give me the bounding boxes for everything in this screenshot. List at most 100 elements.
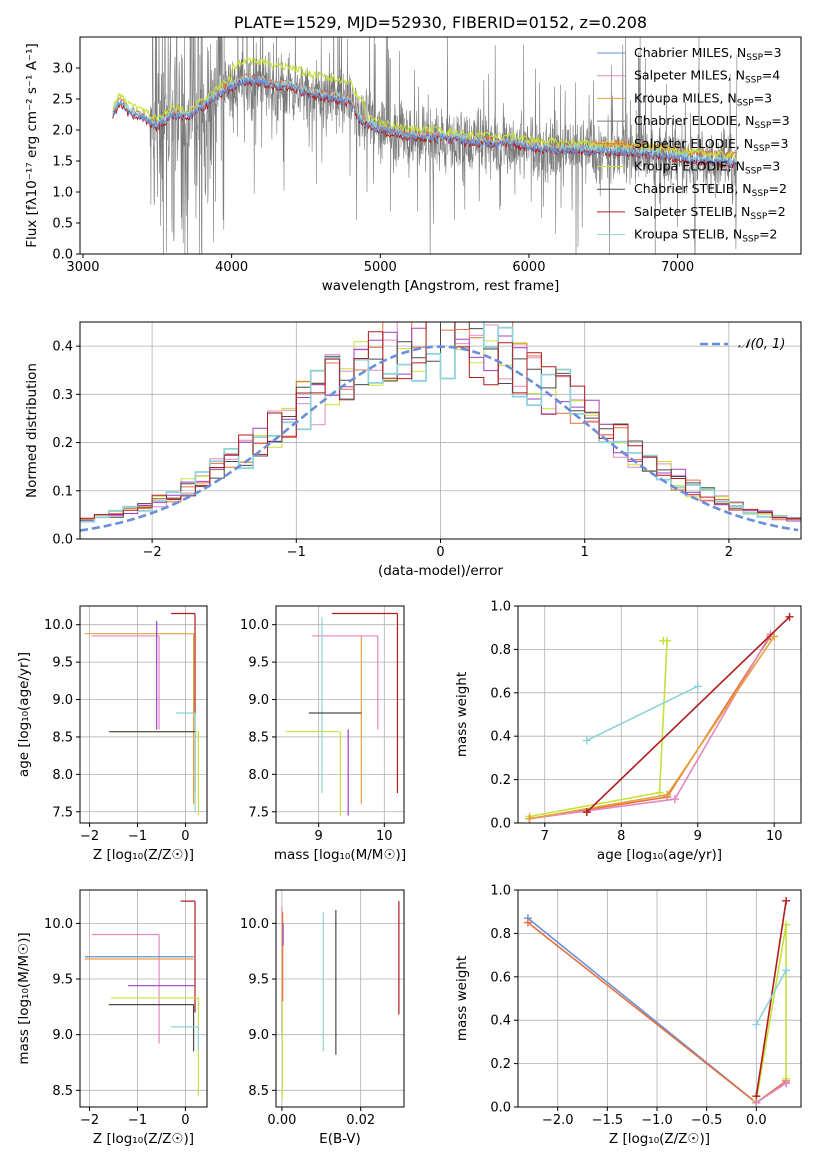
plot-area bbox=[84, 900, 199, 1096]
histogram-salpeter-stelib bbox=[80, 322, 801, 519]
y-tick-label: 0.8 bbox=[490, 643, 511, 658]
x-axis-label: E(B-V) bbox=[319, 1131, 361, 1147]
y-tick-label: 8.5 bbox=[248, 730, 269, 745]
legend-entry: Kroupa STELIB, NSSP=2 bbox=[634, 227, 778, 245]
y-tick-label: 9.0 bbox=[248, 1028, 269, 1043]
y-tick-label: 2.5 bbox=[52, 93, 73, 108]
plot-area bbox=[281, 901, 400, 1099]
weight-line-kroupa-elodie bbox=[529, 639, 668, 818]
axes-frame bbox=[79, 36, 802, 255]
y-tick-label: 8.5 bbox=[248, 1084, 269, 1099]
y-tick-label: 1.0 bbox=[490, 600, 511, 615]
weight-line-kroupa-elodie bbox=[755, 924, 787, 1101]
chart-weight_vs_age: 7 8 9 10 0.0 0.2 0.4 0.6 0.8 1.0 age [log₁₀(age/yr… bbox=[454, 600, 802, 863]
weight-point-marker bbox=[655, 788, 664, 797]
y-axis-label: Flux [fλ10⁻¹⁷ erg cm⁻² s⁻¹ A⁻¹] bbox=[24, 43, 40, 248]
weight-line-kroupa-miles bbox=[529, 635, 775, 820]
weight-point-marker bbox=[782, 920, 791, 929]
x-tick-label: 8 bbox=[617, 829, 625, 844]
y-tick-label: 0.0 bbox=[490, 1101, 511, 1116]
axes-frame bbox=[275, 889, 405, 1108]
x-axis-label: Z [log₁₀(Z/Z☉)] bbox=[93, 1131, 194, 1147]
chart-title: PLATE=1529, MJD=52930, FIBERID=0152, z=0… bbox=[234, 13, 647, 32]
x-tick-label: −1.0 bbox=[641, 1113, 673, 1128]
x-tick-label: −2.0 bbox=[542, 1113, 574, 1128]
y-tick-label: 0.0 bbox=[52, 533, 73, 548]
weight-point-marker bbox=[752, 1098, 761, 1107]
model-spectrum-chabrier-miles bbox=[112, 75, 738, 169]
y-tick-label: 9.0 bbox=[52, 1028, 73, 1043]
x-tick-label: 9 bbox=[315, 829, 323, 844]
x-tick-label: 0 bbox=[436, 545, 444, 560]
x-tick-label: 0.00 bbox=[267, 1113, 296, 1128]
weight-point-marker bbox=[782, 896, 791, 905]
x-axis-label: Z [log₁₀(Z/Z☉)] bbox=[609, 1131, 710, 1147]
plot-area bbox=[84, 612, 199, 816]
chart-age_vs_Z: −2 −1 0 7.5 8.0 8.5 9.0 9.5 10.0 Z [log₁₀(Z/Z☉)] a… bbox=[16, 605, 208, 863]
weight-point-marker bbox=[785, 612, 794, 621]
weight-line-salpeter-miles bbox=[529, 633, 772, 820]
x-tick-label: 6000 bbox=[512, 260, 545, 275]
axes-frame bbox=[79, 889, 208, 1108]
y-axis-label: Normed distribution bbox=[24, 363, 40, 498]
chart-mass_vs_EBV: 0.00 0.02 8.5 9.0 9.5 10.0 E(B-V) bbox=[240, 889, 405, 1147]
y-tick-label: 3.0 bbox=[52, 62, 73, 77]
plot-area bbox=[523, 896, 791, 1107]
weight-line-salpeter-miles bbox=[755, 1082, 787, 1104]
y-tick-label: 8.5 bbox=[52, 730, 73, 745]
x-tick-label: 2 bbox=[725, 545, 733, 560]
y-tick-label: 10.0 bbox=[44, 618, 73, 633]
weight-point-marker bbox=[525, 814, 534, 823]
chart-age_vs_mass: 9 10 7.5 8.0 8.5 9.0 9.5 10.0 mass [log₁₀(M/M☉)] bbox=[240, 605, 406, 863]
x-tick-label: −1.5 bbox=[592, 1113, 624, 1128]
y-tick-label: 9.5 bbox=[248, 973, 269, 988]
x-tick-label: 10 bbox=[766, 829, 783, 844]
histogram-kroupa-stelib bbox=[80, 322, 801, 523]
chart-spectrum: PLATE=1529, MJD=52930, FIBERID=0152, z=0… bbox=[24, 13, 802, 294]
y-tick-label: 0.2 bbox=[52, 436, 73, 451]
histogram-chabrier-stelib bbox=[80, 322, 801, 522]
x-axis-label: (data-model)/error bbox=[378, 563, 504, 579]
y-tick-label: 8.0 bbox=[248, 768, 269, 783]
y-tick-label: 1.0 bbox=[490, 884, 511, 899]
weight-line-salpeter-elodie bbox=[529, 635, 772, 820]
y-tick-label: 0.4 bbox=[490, 730, 511, 745]
y-tick-label: 0.2 bbox=[490, 1057, 511, 1072]
y-axis-label: mass [log₁₀(M/M☉)] bbox=[16, 932, 32, 1064]
y-tick-label: 8.5 bbox=[52, 1084, 73, 1099]
legend-entry: Salpeter MILES, NSSP=4 bbox=[634, 68, 780, 86]
weight-point-marker bbox=[752, 1020, 761, 1029]
weight-point-marker bbox=[523, 918, 532, 927]
x-tick-label: 7000 bbox=[661, 260, 694, 275]
x-tick-label: 10 bbox=[376, 829, 393, 844]
y-tick-label: 2.0 bbox=[52, 124, 73, 139]
x-tick-label: 4000 bbox=[215, 260, 248, 275]
x-tick-label: 0.0 bbox=[746, 1113, 767, 1128]
chart-weight_vs_Z: −2.0 −1.5 −1.0 −0.5 0.0 0.0 0.2 0.4 0.6 0.8 1.0 Z [… bbox=[454, 884, 802, 1147]
x-axis-label: Z [log₁₀(Z/Z☉)] bbox=[93, 847, 194, 863]
y-tick-label: 1.5 bbox=[52, 155, 73, 170]
x-tick-label: −1 bbox=[128, 829, 147, 844]
y-tick-label: 10.0 bbox=[240, 917, 269, 932]
y-tick-label: 10.0 bbox=[44, 917, 73, 932]
axes-frame bbox=[517, 605, 802, 824]
y-tick-label: 0.4 bbox=[490, 1014, 511, 1029]
x-axis-label: mass [log₁₀(M/M☉)] bbox=[274, 847, 406, 863]
x-tick-label: 1 bbox=[581, 545, 589, 560]
x-tick-label: 9 bbox=[694, 829, 702, 844]
weight-point-marker bbox=[659, 636, 668, 645]
weight-point-marker bbox=[670, 795, 679, 804]
y-axis-label: mass weight bbox=[454, 956, 470, 1041]
y-tick-label: 0.4 bbox=[52, 340, 73, 355]
x-tick-label: −2 bbox=[80, 829, 99, 844]
x-axis-label: wavelength [Angstrom, rest frame] bbox=[322, 278, 560, 294]
legend-entry: Chabrier STELIB, NSSP=2 bbox=[634, 181, 787, 199]
y-tick-label: 1.0 bbox=[52, 186, 73, 201]
y-tick-label: 0.6 bbox=[490, 686, 511, 701]
y-tick-label: 0.1 bbox=[52, 484, 73, 499]
weight-point-marker bbox=[770, 632, 779, 641]
x-tick-label: −0.5 bbox=[691, 1113, 723, 1128]
y-tick-label: 9.0 bbox=[248, 693, 269, 708]
y-tick-label: 7.5 bbox=[248, 805, 269, 820]
